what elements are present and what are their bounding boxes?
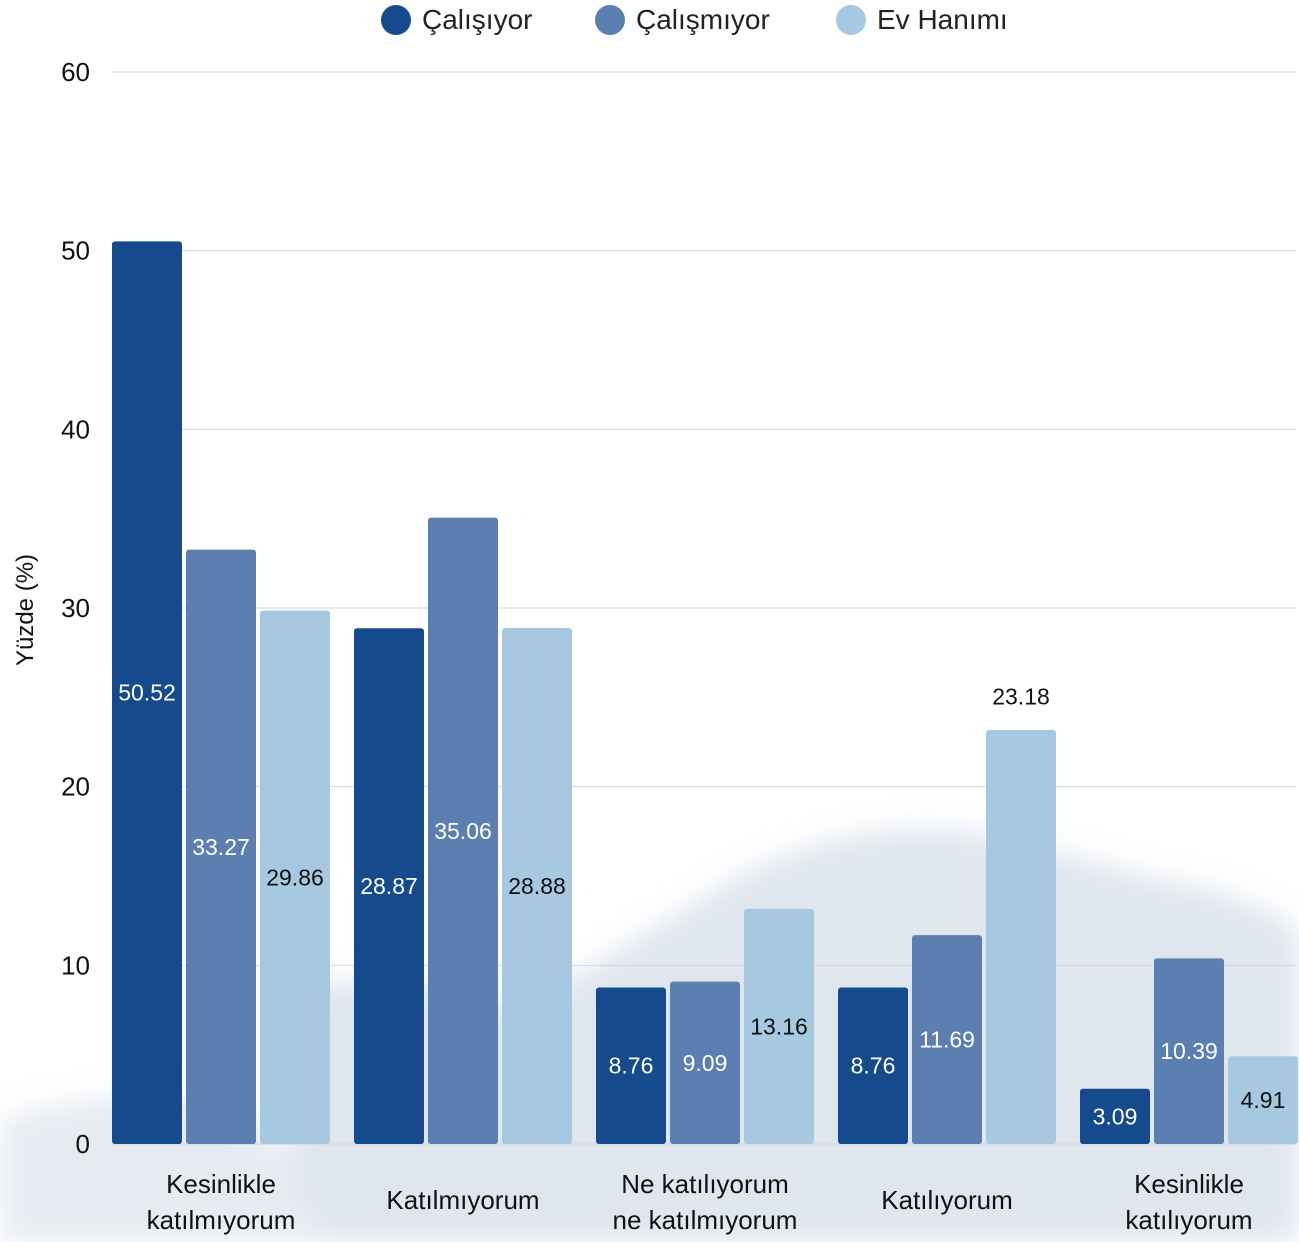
data-label: 33.27 (192, 834, 250, 860)
y-tick-label: 30 (61, 593, 90, 623)
bar (986, 729, 1056, 1144)
bar (1080, 1088, 1150, 1144)
data-labels: 50.52 28.87 8.76 8.76 3.09 33.27 35.06 9.09 11.6… (118, 680, 1285, 1130)
legend-label: Çalışmıyor (636, 4, 770, 35)
y-axis-title: Yüzde (%) (12, 554, 39, 666)
bar (112, 241, 182, 1145)
y-tick-label: 40 (61, 414, 90, 444)
bar (596, 987, 666, 1144)
x-category-label: Ne katılıyorum ne katılmıyorum (613, 1169, 798, 1235)
data-label: 10.39 (1160, 1038, 1218, 1064)
legend-label: Ev Hanımı (877, 4, 1008, 35)
data-label: 28.87 (360, 873, 418, 899)
y-tick-label: 0 (76, 1129, 90, 1159)
y-tick-label: 60 (61, 57, 90, 87)
data-label: 8.76 (609, 1053, 654, 1079)
bars (112, 241, 1298, 1145)
bar (502, 628, 572, 1144)
data-label: 50.52 (118, 680, 176, 706)
y-tick-label: 10 (61, 950, 90, 980)
bar (838, 987, 908, 1144)
bar (1228, 1056, 1298, 1144)
y-tick-label: 20 (61, 772, 90, 802)
x-category-label: Katılıyorum (881, 1185, 1013, 1215)
x-category-label: Kesinlikle katılıyorum (1125, 1169, 1252, 1235)
y-tick-label: 50 (61, 236, 90, 266)
data-label: 11.69 (919, 1027, 975, 1053)
bar (428, 517, 498, 1144)
legend-label: Çalışıyor (422, 4, 532, 35)
x-axis-category-labels: Kesinlikle katılmıyorum Katılmıyorum Ne kat… (147, 1169, 1253, 1235)
data-label: 35.06 (434, 818, 492, 844)
data-label: 13.16 (750, 1013, 808, 1039)
bar (260, 610, 330, 1144)
x-category-label: Kesinlikle katılmıyorum (147, 1169, 296, 1235)
bar (354, 628, 424, 1144)
bar (912, 935, 982, 1144)
data-label: 4.91 (1241, 1087, 1286, 1113)
legend-marker (836, 5, 866, 35)
data-label: 3.09 (1093, 1103, 1138, 1129)
legend: Çalışıyor Çalışmıyor Ev Hanımı (381, 4, 1008, 35)
bar (1154, 958, 1224, 1144)
data-label: 23.18 (992, 684, 1050, 710)
legend-marker (381, 5, 411, 35)
y-axis-ticks: 0 10 20 30 40 50 60 (61, 57, 90, 1159)
bar (186, 549, 256, 1144)
data-label: 8.76 (851, 1053, 896, 1079)
bar (744, 908, 814, 1144)
bar (670, 981, 740, 1144)
data-label: 9.09 (683, 1050, 728, 1076)
legend-marker (595, 5, 625, 35)
x-category-label: Katılmıyorum (386, 1185, 539, 1215)
data-label: 29.86 (266, 864, 324, 890)
data-label: 28.88 (508, 873, 566, 899)
